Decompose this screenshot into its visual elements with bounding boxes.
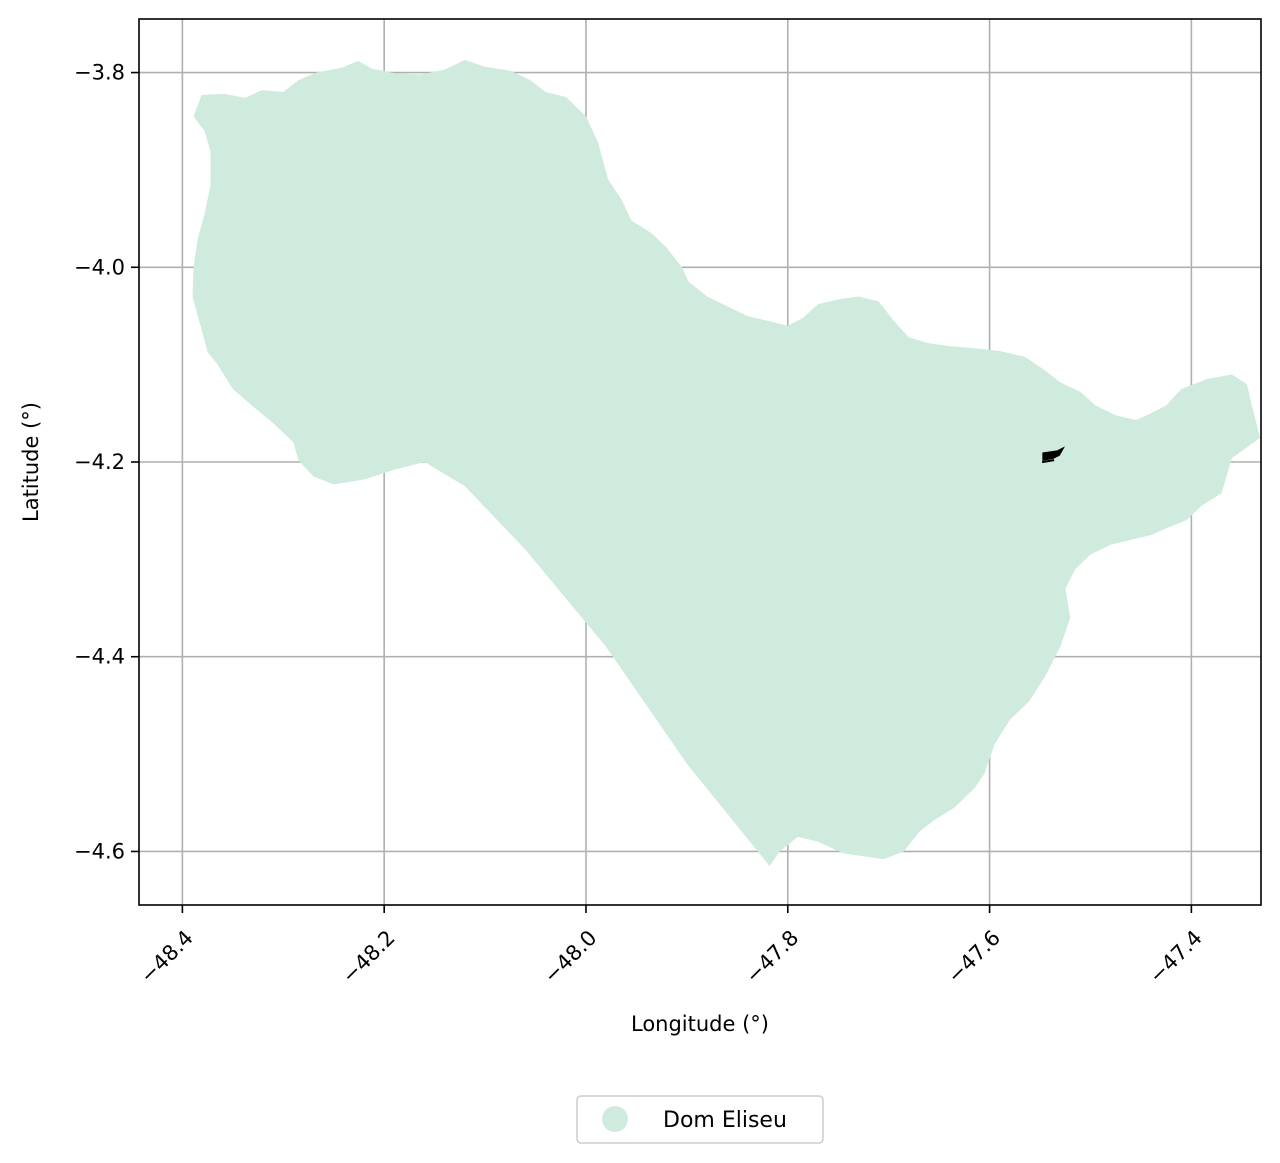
y-axis-label: Latitude (°) [19,402,43,522]
y-tick-label: −4.6 [74,839,125,863]
region-dom-eliseu [192,59,1260,867]
x-axis-label: Longitude (°) [631,1012,769,1036]
plot-area [138,18,1262,906]
y-axis-ticks: −3.8 −4.0 −4.2 −4.4 −4.6 [74,61,139,863]
y-tick-label: −3.8 [74,61,125,85]
legend-marker-dom-eliseu [602,1106,628,1132]
marker-layer [1041,446,1066,464]
legend-label-dom-eliseu: Dom Eliseu [663,1108,787,1133]
location-marker [1041,446,1066,464]
legend: Dom Eliseu [576,1095,824,1144]
y-tick-label: −4.2 [74,450,125,474]
y-tick-label: −4.0 [74,255,125,279]
legend-frame [576,1095,824,1144]
region-layer [192,59,1260,867]
y-tick-label: −4.4 [74,645,125,669]
